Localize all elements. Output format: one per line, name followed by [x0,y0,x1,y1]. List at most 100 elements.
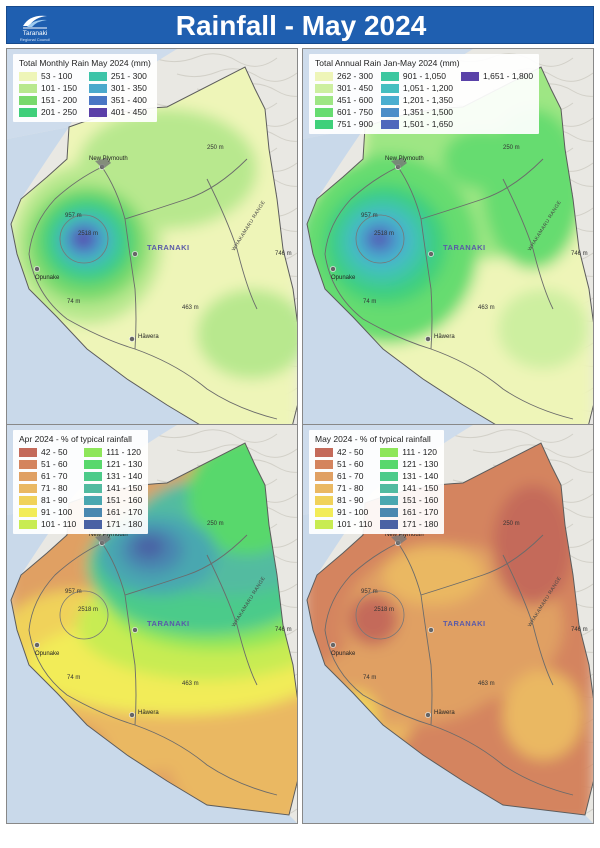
legend-item: 81 - 90 [19,495,76,505]
roads [28,158,278,420]
town-label-hawera: Hāwera [434,710,455,716]
spot-height-957: 957 m [361,213,378,219]
legend-swatch [19,83,37,93]
sea [7,503,297,823]
legend-swatch [461,71,480,81]
spot-height-746: 746 m [571,627,588,633]
legend-item: 121 - 130 [380,459,438,469]
legend-item: 171 - 180 [84,519,142,529]
national-park-boundary [59,590,109,640]
spot-height-74: 74 m [363,675,377,681]
legend-label: 141 - 150 [106,483,143,493]
legend-swatch [380,447,399,457]
urban-area [95,158,111,169]
legend-items: 42 - 50 51 - 60 61 - 70 71 - 80 81 - 90 91 - … [19,447,142,529]
spot-height-250: 250 m [503,145,520,151]
town-label-hawera: Hāwera [138,710,159,716]
legend-item: 262 - 300 [315,71,373,81]
legend-item: 53 - 100 [19,71,81,81]
legend-label: 1,051 - 1,200 [402,83,454,93]
town-label-hawera: Hāwera [138,334,159,340]
legend-label: 601 - 750 [337,107,373,117]
legend-label: 91 - 100 [337,507,369,517]
legend-swatch [19,459,37,469]
map-panel-april-percent: New Plymouth Opunake Hāwera TARANAKI 2518 m 9… [6,424,298,824]
legend-swatch [380,483,399,493]
legend-item: 71 - 80 [19,483,76,493]
legend-item: 51 - 60 [315,459,372,469]
legend-swatch [380,519,399,529]
legend-item: 111 - 120 [380,447,438,457]
spot-height-463: 463 m [478,305,495,311]
legend-item: 1,501 - 1,650 [380,119,453,129]
legend-item: 151 - 160 [84,495,142,505]
legend-swatch [380,459,399,469]
spot-height-250: 250 m [207,145,224,151]
national-park-boundary [59,214,109,264]
roads [324,534,574,796]
legend-label: 161 - 170 [402,507,439,517]
hawera-marker [425,336,431,342]
town-label-opunake: Opunake [35,651,60,657]
stratford-marker [132,251,138,257]
legend-item: 121 - 130 [84,459,142,469]
spot-height-746: 746 m [571,251,588,257]
legend-swatch [84,483,103,493]
legend-label: 1,351 - 1,500 [402,107,454,117]
terrain-map [7,425,297,823]
legend-item: 111 - 120 [84,447,142,457]
legend-swatch [380,71,399,81]
legend-label: 53 - 100 [41,71,73,81]
region-label: TARANAKI [147,619,190,628]
roads [324,158,574,420]
legend-title: Apr 2024 - % of typical rainfall [19,434,132,444]
legend-swatch [19,71,37,81]
legend-swatch [380,495,399,505]
legend-item: 161 - 170 [380,507,438,517]
legend-label: 71 - 80 [337,483,364,493]
hawera-marker [129,712,135,718]
legend-item: 1,351 - 1,500 [380,107,454,117]
legend-label: 151 - 160 [106,495,143,505]
legend-label: 351 - 400 [110,95,147,105]
region-label: TARANAKI [147,243,190,252]
legend-item: 101 - 110 [19,519,76,529]
spot-height-463: 463 m [182,681,199,687]
sea [7,127,297,447]
map-legend: Total Annual Rain Jan-May 2024 (mm) 262 -… [309,54,540,134]
opunake-marker [330,266,336,272]
legend-label: 131 - 140 [402,471,439,481]
legend-item: 1,651 - 1,800 [461,71,533,81]
legend-swatch [19,483,37,493]
legend-item: 131 - 140 [84,471,142,481]
legend-item: 101 - 110 [315,519,372,529]
legend-swatch [315,495,333,505]
legend-label: 171 - 180 [106,519,143,529]
legend-item: 51 - 60 [19,459,76,469]
legend-label: 121 - 130 [106,459,143,469]
wave-logo-icon [23,15,47,29]
legend-swatch [19,95,37,105]
logo-name: Taranaki [22,30,48,37]
legend-items: 262 - 300 301 - 450 451 - 600 601 - 750 751 … [315,71,533,129]
legend-swatch [19,495,37,505]
legend-swatch [315,459,333,469]
legend-swatch [380,507,399,517]
roads [28,534,278,796]
legend-label: 151 - 160 [402,495,439,505]
legend-label: 61 - 70 [41,471,68,481]
legend-item: 61 - 70 [315,471,372,481]
hawera-marker [425,712,431,718]
region-label: TARANAKI [443,243,486,252]
legend-label: 171 - 180 [402,519,439,529]
legend-swatch [84,507,103,517]
map-panel-monthly-rain: New Plymouth Opunake Hāwera TARANAKI 2518 m 9… [6,48,298,448]
legend-item: 91 - 100 [19,507,76,517]
legend-label: 301 - 350 [110,83,147,93]
legend-item: 751 - 900 [315,119,373,129]
legend-swatch [315,71,333,81]
legend-item: 141 - 150 [380,483,438,493]
spot-height-957: 957 m [65,589,82,595]
stratford-marker [428,251,434,257]
legend-swatch [88,107,107,117]
